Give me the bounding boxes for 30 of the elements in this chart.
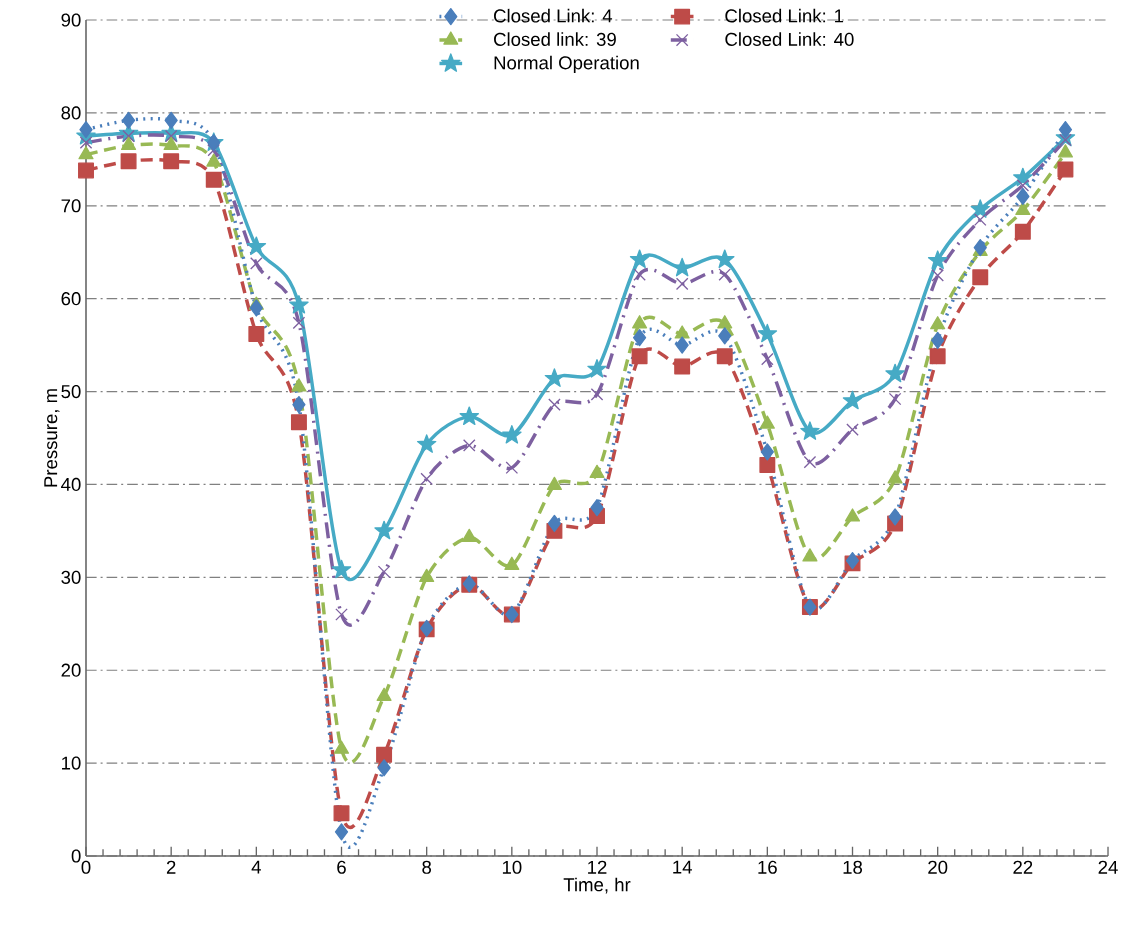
x-axis-title: Time, hr [563,877,631,894]
y-tick-label: 80 [61,106,81,120]
x-tick-label: 8 [422,860,432,874]
y-tick-label: 40 [61,477,81,492]
y-tick-label: 30 [61,570,81,584]
legend-label: Closed Link: 1 [725,8,844,23]
y-tick-label: 70 [61,199,81,213]
x-tick-label: 14 [673,860,692,874]
legend-label: Closed link: 39 [494,32,616,46]
x-tick-label: 18 [843,860,863,874]
x-tick-label: 4 [251,860,261,874]
x-tick-label: 24 [1098,860,1118,874]
y-tick-label: 0 [71,849,81,863]
x-tick-label: 20 [928,860,948,874]
x-tick-label: 6 [337,860,346,874]
y-tick-label: 20 [61,663,81,677]
y-tick-label: 50 [61,384,81,399]
legend-label: Normal Operation [494,55,639,74]
legend-label: Closed Link: 4 [494,8,613,23]
y-tick-label: 60 [61,292,81,306]
y-tick-label: 90 [61,13,81,27]
x-tick-label: 22 [1013,860,1033,874]
y-tick-label: 10 [62,756,81,770]
x-tick-label: 2 [166,860,176,874]
x-tick-label: 12 [588,860,607,874]
legend-label: Closed Link: 40 [725,32,854,46]
y-axis-title: Pressure, m [44,389,60,487]
x-tick-label: 0 [81,860,91,874]
x-tick-label: 16 [758,860,777,874]
x-tick-label: 10 [502,860,522,874]
